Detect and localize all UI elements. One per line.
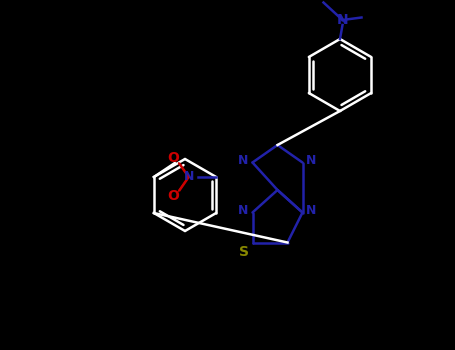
Text: N: N (306, 154, 317, 167)
Text: N: N (238, 203, 249, 217)
Text: S: S (238, 245, 248, 259)
Text: N: N (337, 13, 349, 27)
Text: N: N (306, 203, 317, 217)
Text: N: N (238, 154, 249, 167)
Text: N: N (183, 170, 194, 183)
Text: O: O (168, 189, 180, 203)
Text: O: O (168, 151, 180, 165)
